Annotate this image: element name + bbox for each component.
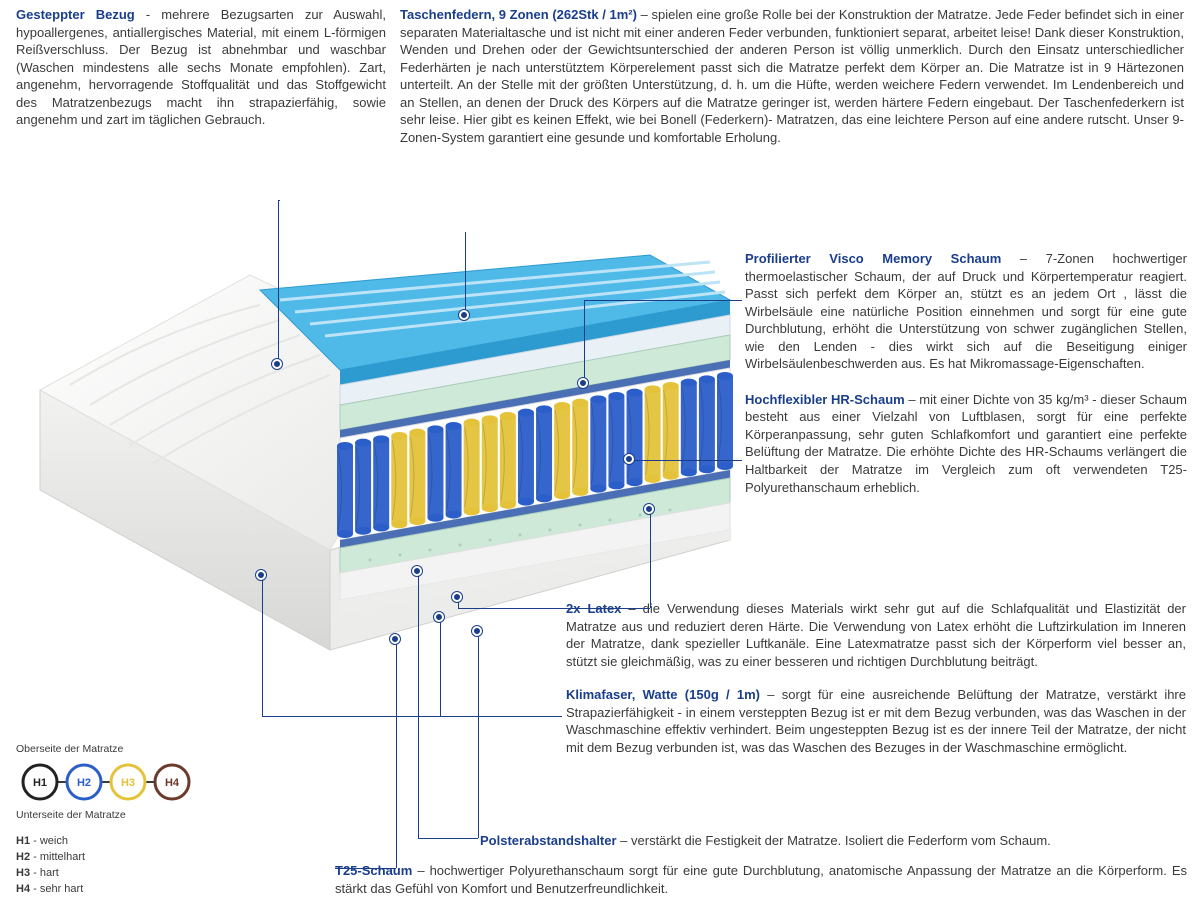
callout-dot xyxy=(624,454,634,464)
section-hr-foam: Hochflexibler HR-Schaum – mit einer Dich… xyxy=(745,391,1187,496)
right-description-stack: Profilierter Visco Memory Schaum – 7-Zon… xyxy=(745,250,1187,514)
section-cover-title: Gesteppter Bezug xyxy=(16,7,135,22)
legend-top-label: Oberseite der Matratze xyxy=(16,742,216,756)
callout-dot xyxy=(434,612,444,622)
callout-dot xyxy=(412,566,422,576)
legend-item: H4 - sehr hart xyxy=(16,882,216,898)
section-springs: Taschenfedern, 9 Zonen (262Stk / 1m²) – … xyxy=(400,6,1184,146)
svg-text:H1: H1 xyxy=(33,777,47,789)
section-visco: Profilierter Visco Memory Schaum – 7-Zon… xyxy=(745,250,1187,373)
callout-dot xyxy=(256,570,266,580)
section-klimafaser: Klimafaser, Watte (150g / 1m) – sorgt fü… xyxy=(566,686,1186,756)
callout-dot xyxy=(390,634,400,644)
section-springs-title: Taschenfedern, 9 Zonen (262Stk / 1m²) xyxy=(400,7,637,22)
callout-dot xyxy=(452,592,462,602)
svg-text:H3: H3 xyxy=(121,777,135,789)
svg-text:H2: H2 xyxy=(77,777,91,789)
legend-item: H2 - mittelhart xyxy=(16,850,216,866)
section-cover-text: mehrere Bezugsarten zur Auswahl, hypoall… xyxy=(16,7,386,127)
legend-circles: H1 H2 H3 H4 xyxy=(16,760,216,804)
callout-dot xyxy=(459,310,469,320)
section-spacer: Polsterabstandshalter – verstärkt die Fe… xyxy=(480,832,1186,850)
callout-dot xyxy=(272,359,282,369)
callout-dot xyxy=(578,378,588,388)
section-t25: T25-Schaum – hochwertiger Polyurethansch… xyxy=(335,862,1187,897)
callout-dot xyxy=(644,504,654,514)
legend-hardness-list: H1 - weichH2 - mittelhartH3 - hartH4 - s… xyxy=(16,834,216,898)
section-springs-text: spielen eine große Rolle bei der Konstru… xyxy=(400,7,1184,145)
callout-dot xyxy=(472,626,482,636)
legend-bottom-label: Unterseite der Matratze xyxy=(16,808,216,822)
legend-item: H1 - weich xyxy=(16,834,216,850)
section-cover: Gesteppter Bezug - mehrere Bezugsarten z… xyxy=(16,6,386,129)
legend-item: H3 - hart xyxy=(16,866,216,882)
svg-text:H4: H4 xyxy=(165,777,180,789)
mattress-cutaway-illustration xyxy=(10,220,750,690)
hardness-legend: Oberseite der Matratze H1 H2 H3 H4 Untersei… xyxy=(16,742,216,898)
